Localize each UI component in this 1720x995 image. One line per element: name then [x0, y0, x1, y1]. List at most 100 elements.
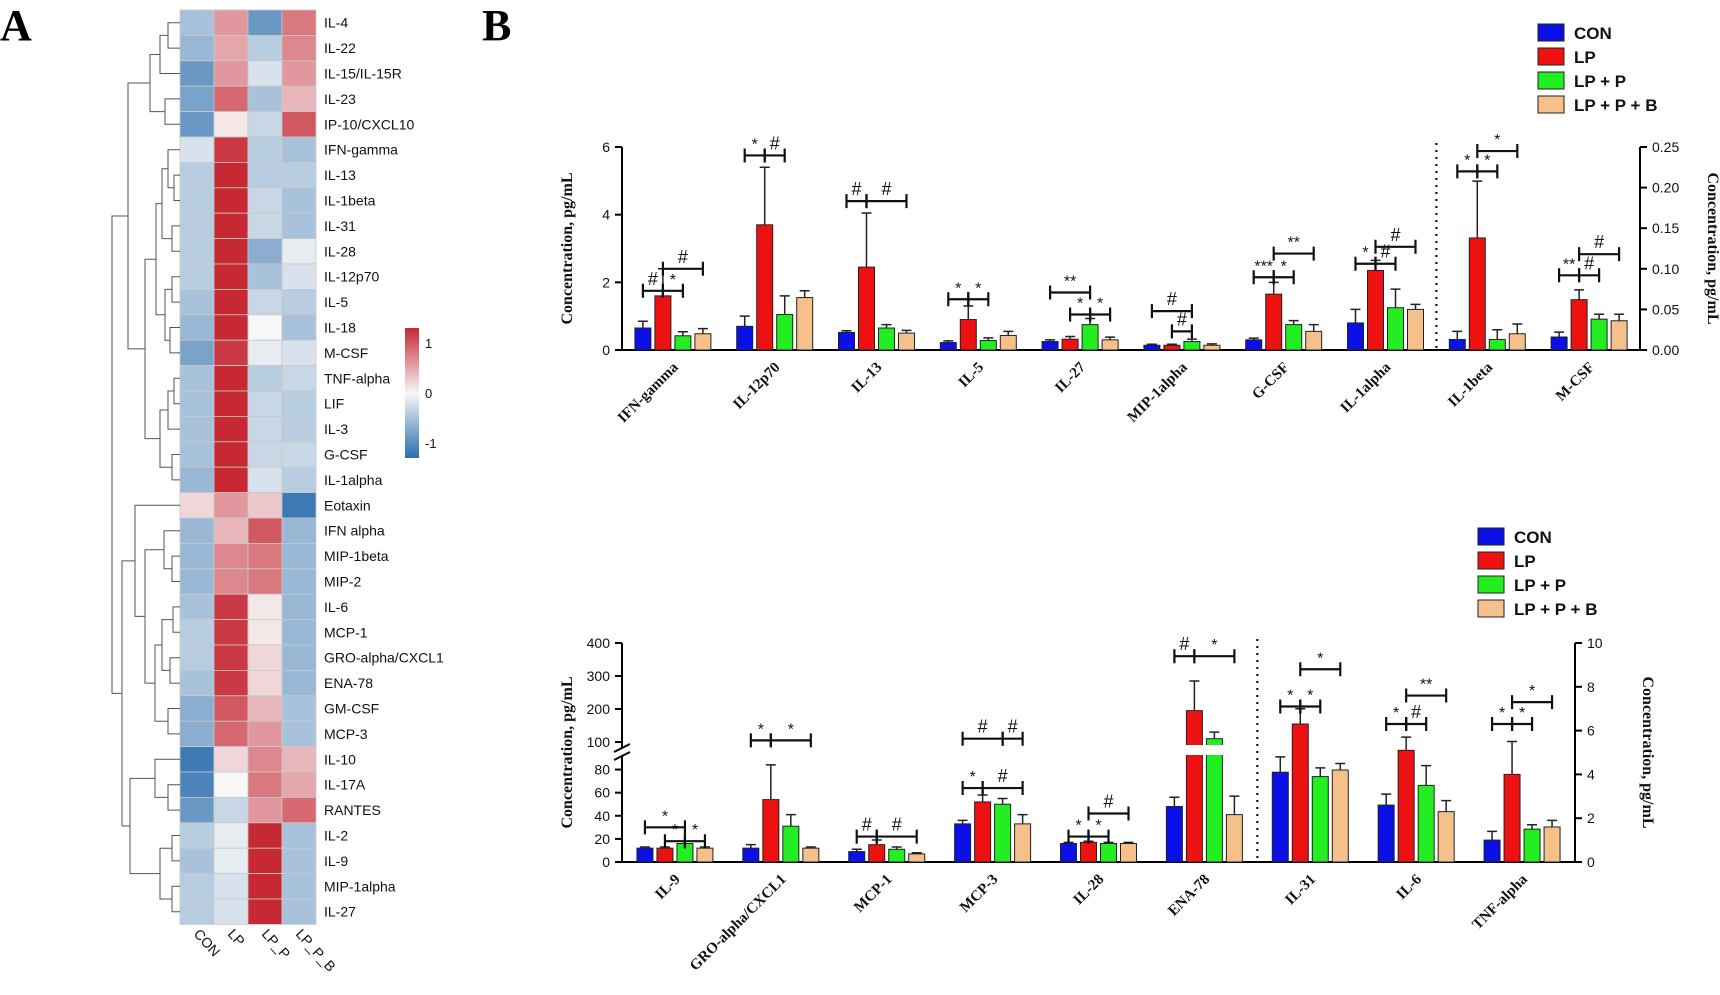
heatmap-cell-il-17a-con: [179, 771, 215, 798]
significance-mark: *: [662, 808, 668, 825]
heatmap-cell-il-9-lp-p: [247, 847, 283, 875]
bar-il-9-lp-p-b: [696, 847, 714, 863]
heatmap-cell-il-17a-lp-p: [247, 771, 283, 798]
significance-bracket: [1089, 307, 1112, 322]
category-mip-1alpha: [1143, 338, 1221, 351]
bar-chart-bottom: 0 20 40 60 80 100 200 300 400 0 2 4 6 8 10 Concentratio…: [559, 527, 1656, 974]
heatmap-row-label: IL-31: [324, 218, 356, 234]
heatmap-cell-il-27-lp-p: [247, 898, 283, 925]
bar-il-9-con: [636, 847, 654, 863]
bar-mip-1alpha-lp: [1163, 344, 1181, 351]
significance-bracket: [1405, 688, 1448, 703]
significance-mark: *: [1211, 637, 1217, 654]
bar-il-28-lp: [1080, 841, 1097, 863]
heatmap-cell-il-1beta-con: [179, 187, 215, 214]
heatmap-cell-ifn-gamma-lp: [213, 136, 249, 163]
bar-il-1alpha-lp-p: [1387, 307, 1404, 351]
heatmap-cell-gm-csf-lp-p-b: [281, 695, 317, 722]
significance-mark: #: [1103, 791, 1113, 811]
significance-mark: #: [1411, 702, 1421, 722]
legend-label-lp: LP: [1514, 552, 1536, 571]
error-bar-il-1beta-lp: [1472, 180, 1483, 238]
heatmap-cell-mip-1alpha-con: [179, 873, 215, 900]
heatmap-row-label: TNF-alpha: [324, 370, 390, 386]
bar-tnf-alpha-lp-p-b: [1543, 826, 1561, 863]
bar-il-6-lp-p: [1417, 784, 1435, 863]
right-y-tick-label: 6: [1587, 723, 1595, 739]
error-bar-tnf-alpha-con: [1487, 830, 1498, 841]
panel-label-b: B: [482, 1, 511, 50]
error-bar-il-27-lp: [1065, 335, 1076, 340]
bar-il-1beta-lp-p-b: [1508, 333, 1526, 351]
heatmap-row-label: IP-10/CXCL10: [324, 116, 414, 132]
heatmap-row-label: IL-2: [324, 828, 348, 844]
category-il-9: [636, 840, 714, 863]
heatmap-cell-il-12p70-lp-p-b: [281, 263, 317, 290]
heatmap-cell-ip-10-cxcl10-lp: [213, 111, 249, 138]
error-bar-il-12p70-lp-p-b: [799, 290, 810, 298]
heatmap-cell-il-13-con: [179, 161, 215, 189]
significance-bracket: [1510, 695, 1554, 710]
left-y-tick-label: 0: [602, 342, 610, 358]
significance-bracket: [769, 733, 812, 748]
legend-swatch-lp: [1477, 551, 1505, 570]
right-y-axis-label: Concentration, pg/mL: [1704, 173, 1720, 325]
heatmap-cell-lif-lp: [213, 390, 249, 417]
significance-bracket: [1087, 829, 1110, 844]
error-bar-gro-alpha-cxcl1-lp: [765, 764, 776, 800]
heatmap-cell-ifn-alpha-lp-p-b: [281, 517, 317, 544]
heatmap-cell-mip-1alpha-lp: [213, 873, 249, 900]
heatmap-cell-eotaxin-con: [179, 492, 215, 519]
error-bar-il-27-lp-p-b: [1105, 336, 1116, 340]
heatmap-cell-il-22-lp-p-b: [281, 35, 317, 62]
significance-mark: *: [1362, 245, 1368, 262]
heatmap-cell-il-10-con: [179, 746, 215, 773]
x-tick-label-ifn-gamma: IFN-gamma: [615, 359, 682, 426]
significance-mark: *: [955, 280, 961, 297]
heatmap-cell-mip-1alpha-lp-p: [247, 873, 283, 900]
heatmap-row-label: IL-1beta: [324, 193, 376, 209]
heatmap-cell-gro-alpha-cxcl1-lp-p-b: [281, 644, 317, 671]
category-il-1beta: [1448, 180, 1526, 351]
heatmap-cell-gm-csf-lp: [213, 695, 249, 722]
significance-mark: *: [1519, 705, 1525, 722]
legend-swatch-lp-p: [1477, 575, 1505, 594]
error-bar-il-1beta-lp-p: [1492, 328, 1503, 340]
bar-m-csf-con: [1550, 336, 1568, 351]
error-bar-il-6-lp-p: [1421, 764, 1432, 786]
significance-mark: #: [1584, 253, 1594, 273]
significance-mark: #: [770, 133, 780, 153]
error-bar-tnf-alpha-lp-p: [1527, 824, 1538, 830]
heatmap-cell-mcp-1-con: [179, 619, 215, 646]
heatmap-cell-rantes-lp: [213, 797, 249, 824]
heatmap-row-label: IL-23: [324, 91, 356, 107]
significance-bracket: [661, 261, 704, 276]
heatmap-row-label: RANTES: [324, 802, 381, 818]
heatmap-cell-tnf-alpha-con: [179, 365, 215, 392]
heatmap-cell-il-18-lp: [213, 314, 249, 341]
heatmap-cell-lif-lp-p-b: [281, 390, 317, 417]
significance-bracket: [1476, 144, 1519, 159]
heatmap-row-label: MIP-1alpha: [324, 878, 396, 894]
bar-il-1alpha-lp: [1367, 269, 1384, 351]
error-bar-mcp-1-lp-p: [891, 846, 902, 850]
legend-label-lp: LP: [1574, 48, 1596, 67]
heatmap-cell-il-3-lp-p-b: [281, 415, 317, 443]
error-bar-mcp-3-lp-p-b: [1017, 813, 1028, 824]
category-il-27: [1041, 317, 1119, 351]
error-bar-ifn-gamma-con: [637, 320, 648, 329]
heatmap-cell-rantes-lp-p-b: [281, 797, 317, 824]
axis-break-gap: [1182, 745, 1207, 755]
right-y-tick-label: 4: [1587, 766, 1595, 782]
error-bar-mip-1alpha-lp-p-b: [1206, 343, 1217, 346]
heatmap: IL-4 IL-22 IL-15/IL-15R IL-23 IP-10/CXCL10 IF…: [111, 9, 444, 975]
heatmap-cell-ifn-gamma-lp-p: [247, 136, 283, 163]
legend-swatch-lp-p: [1537, 71, 1565, 90]
bar-ena-78-lp-p: [1205, 738, 1223, 863]
significance-bracket: [1087, 806, 1130, 821]
heatmap-cell-il-28-con: [179, 238, 215, 265]
significance-mark: #: [678, 247, 688, 267]
heatmap-cell-il-27-lp-p-b: [281, 898, 317, 925]
category-gro-alpha-cxcl1: [742, 764, 820, 863]
error-bar-mcp-3-con: [957, 819, 968, 824]
